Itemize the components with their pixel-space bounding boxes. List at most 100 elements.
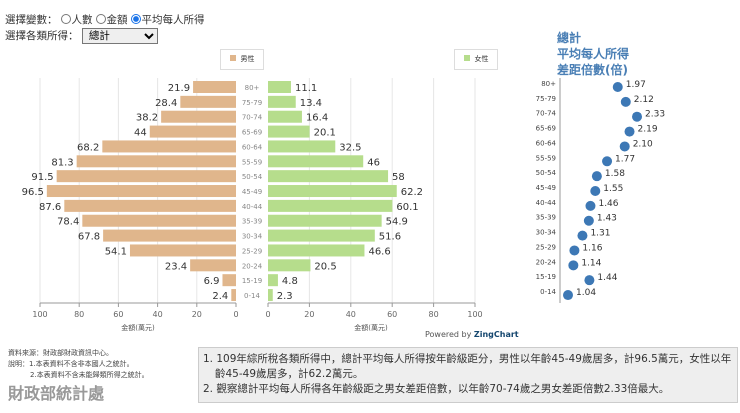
- female-value-label: 20.1: [314, 128, 336, 139]
- male-bar: [46, 185, 236, 198]
- x-tick-label: 0: [265, 310, 270, 319]
- scatter-value-label: 1.58: [605, 169, 625, 179]
- x-tick-label: 20: [192, 310, 202, 319]
- radio-average[interactable]: [130, 14, 141, 24]
- male-value-label: 68.2: [77, 142, 99, 153]
- x-tick-label: 100: [32, 310, 47, 319]
- powered-brand[interactable]: ZingChart: [473, 330, 519, 339]
- female-bar: [268, 244, 365, 257]
- female-bar: [268, 95, 296, 108]
- title-line: 平均每人所得: [557, 47, 630, 61]
- female-value-label: 16.4: [306, 113, 328, 124]
- age-label: 75-79: [242, 99, 262, 107]
- male-bar: [222, 274, 236, 287]
- scatter-title: 總計平均每人所得 差距倍數(倍): [557, 30, 629, 78]
- legend-male[interactable]: 男性: [220, 49, 264, 70]
- age-label: 15-19: [242, 277, 262, 285]
- scatter-point: [624, 126, 635, 137]
- male-bar: [103, 229, 236, 242]
- scatter-age-label: 40-44: [536, 199, 557, 207]
- age-label: 80+: [245, 84, 260, 92]
- option-count[interactable]: 人數: [71, 14, 93, 26]
- scatter-value-label: 1.43: [597, 214, 617, 224]
- legend-male-label: 男性: [240, 55, 255, 63]
- female-value-label: 62.2: [401, 187, 423, 198]
- category-select[interactable]: 總計: [81, 28, 158, 44]
- scatter-value-label: 1.77: [615, 154, 635, 164]
- notes-box: 1. 109年綜所稅各類所得中，總計平均每人所得按年齡級距分，男性以年齡45-4…: [198, 347, 738, 403]
- male-bar: [190, 259, 236, 272]
- age-label: 50-54: [242, 173, 263, 181]
- scatter-value-label: 1.16: [582, 243, 602, 253]
- scatter-point: [591, 171, 602, 182]
- x-tick-label: 80: [74, 310, 84, 319]
- scatter-point: [563, 290, 573, 301]
- female-value-label: 51.6: [379, 232, 401, 243]
- female-value-label: 11.1: [295, 83, 317, 94]
- male-value-label: 21.9: [168, 83, 190, 94]
- female-swatch: [463, 55, 470, 61]
- radio-count[interactable]: [60, 14, 71, 24]
- male-bar: [161, 110, 236, 123]
- scatter-age-label: 70-74: [536, 110, 557, 118]
- x-tick-label: 40: [346, 310, 356, 319]
- female-bar: [268, 199, 393, 212]
- scatter-point: [577, 230, 588, 241]
- option-amount[interactable]: 金額: [106, 14, 128, 26]
- age-label: 40-44: [242, 203, 263, 211]
- source-line: 資料來源：財政部財政資訊中心。: [8, 349, 113, 357]
- x-tick-label: 0: [233, 310, 238, 319]
- x-tick-label: 80: [429, 310, 439, 319]
- radio-amount[interactable]: [95, 14, 106, 24]
- male-bar: [76, 155, 236, 168]
- x-axis-title: 金額(萬元): [354, 323, 388, 332]
- scatter-age-label: 80+: [541, 80, 556, 88]
- scatter-value-label: 2.33: [645, 110, 665, 120]
- scatter-point: [568, 260, 579, 271]
- female-bar: [268, 81, 291, 93]
- scatter-age-label: 30-34: [536, 229, 557, 237]
- male-value-label: 28.4: [155, 98, 177, 109]
- x-tick-label: 40: [153, 310, 163, 319]
- title-line: 總計: [557, 31, 582, 45]
- female-bar: [268, 229, 375, 242]
- option-average[interactable]: 平均每人所得: [141, 14, 205, 26]
- category-selector: 選擇各類所得： 總計: [5, 28, 158, 44]
- source-line: 說明：1.本表資料不含非本國人之統計。: [8, 360, 134, 368]
- legend-female[interactable]: 女性: [454, 49, 498, 70]
- logo-text: 財政部統計處: [8, 384, 105, 403]
- scatter-value-label: 1.55: [603, 184, 623, 194]
- age-label: 65-69: [242, 129, 262, 137]
- scatter-value-label: 1.44: [597, 273, 617, 283]
- female-bar: [268, 289, 273, 302]
- male-value-label: 2.4: [212, 291, 228, 302]
- scatter-age-label: 0-14: [540, 288, 556, 296]
- scatter-point: [620, 96, 631, 107]
- male-value-label: 44: [134, 128, 147, 139]
- age-label: 35-39: [242, 218, 262, 226]
- scatter-point: [585, 200, 596, 211]
- scatter-value-label: 2.19: [638, 125, 658, 135]
- scatter-point: [602, 156, 613, 167]
- female-bar: [268, 110, 302, 123]
- scatter-age-label: 15-19: [536, 273, 556, 281]
- male-bar: [56, 170, 236, 183]
- scatter-age-label: 75-79: [536, 95, 556, 103]
- female-bar: [268, 259, 311, 272]
- male-swatch: [229, 55, 236, 61]
- age-label: 45-49: [242, 188, 262, 196]
- female-bar: [268, 170, 389, 183]
- scatter-value-label: 1.14: [581, 258, 601, 268]
- age-label: 60-64: [242, 143, 263, 151]
- title-line: 差距倍數(倍): [557, 63, 628, 77]
- powered-by[interactable]: Powered by ZingChart: [425, 330, 519, 339]
- female-value-label: 54.9: [386, 217, 408, 228]
- male-bar: [129, 244, 236, 257]
- female-value-label: 46: [367, 157, 380, 168]
- scatter-value-label: 2.10: [633, 139, 653, 149]
- female-value-label: 13.4: [300, 98, 322, 109]
- variable-selector: 選擇變數： 人數 金額 平均每人所得: [5, 12, 205, 27]
- source-notes: 資料來源：財政部財政資訊中心。 說明：1.本表資料不含非本國人之統計。 2.本表資料…: [8, 348, 149, 381]
- female-bar: [268, 140, 336, 153]
